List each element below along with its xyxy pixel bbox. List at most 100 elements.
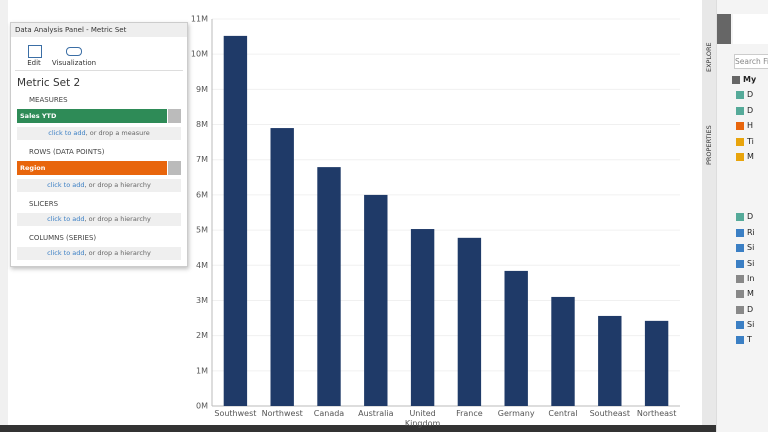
tree-item[interactable]: H [747,121,754,130]
bar [504,270,528,406]
y-tick-label: 6M [196,190,208,199]
tree-item[interactable]: M [747,152,754,161]
tree-item[interactable]: Si [747,320,755,329]
bar [223,35,248,407]
section-heading: COLUMNS (SERIES) [29,234,97,242]
bar [457,237,482,406]
bar [598,315,622,406]
x-tick-label: Australia [358,409,394,418]
hint: , or drop a measure [85,129,150,137]
gear-button[interactable] [168,109,181,123]
x-tick-label: Germany [497,409,535,418]
link[interactable]: click to add [47,249,85,257]
section-heading: MEASURES [29,96,68,104]
hint: , or drop a hierarchy [84,181,151,189]
tree-item[interactable]: Si [747,259,755,268]
drop-zone[interactable]: click to add, or drop a measure [17,127,181,140]
tree-icon[interactable] [736,213,744,221]
tree-item[interactable]: Ti [747,137,754,146]
bar [410,229,435,406]
link[interactable]: click to add [47,215,85,223]
x-tick-label: Northeast [636,409,677,418]
tree-icon[interactable] [736,290,744,298]
explorer-tab[interactable] [733,14,768,44]
side-tab-strip: EXPLORE PROPERTIES [702,0,716,432]
collapse-button[interactable] [717,14,731,44]
tree-item[interactable]: T [747,335,752,344]
side-tab[interactable]: EXPLORE [705,42,713,72]
tree-icon[interactable] [736,321,744,329]
tree-icon[interactable] [736,306,744,314]
link[interactable]: click to add [48,129,86,137]
tree-icon[interactable] [736,153,744,161]
y-tick-label: 1M [196,366,208,375]
tree-icon[interactable] [736,138,744,146]
x-tick-label: United Kingdom [404,409,441,428]
tree-item[interactable]: M [747,289,754,298]
tree-item[interactable]: In [747,274,755,283]
chart: 0M 1M 2M 3M 4M 5M 6M 7M 8M 9M 10M 11M [191,15,680,411]
y-tick-label: 4M [196,261,208,270]
y-tick-label: 10M [191,50,208,59]
edit-icon[interactable] [28,45,42,58]
section-heading: ROWS (DATA POINTS) [29,148,105,156]
search-box[interactable]: Search File [734,54,768,69]
analysis-panel: Data Analysis Panel - Metric Set Edit Vi… [10,22,188,267]
bar [551,296,575,406]
tree-item[interactable]: My [743,75,757,84]
tree-item[interactable]: Si [747,243,755,252]
y-tick-label: 8M [196,120,208,129]
tree-item[interactable]: D [747,212,754,221]
gear-button[interactable] [168,161,181,175]
tree-item[interactable]: Ri [747,228,755,237]
x-tick-label: Central [548,409,578,418]
row-item[interactable]: Region [17,161,167,175]
y-tick-label: 0M [196,402,208,411]
bar [364,194,388,406]
drop-zone[interactable]: click to add, or drop a hierarchy [17,213,181,226]
hint: , or drop a hierarchy [84,215,151,223]
y-tick-label: 9M [196,85,208,94]
visualization-icon[interactable] [66,47,82,56]
tree-icon[interactable] [732,76,740,84]
y-tick-label: 5M [196,226,208,235]
y-tick-label: 3M [196,296,208,305]
tree-icon[interactable] [736,229,744,237]
drop-zone[interactable]: click to add, or drop a hierarchy [17,247,181,260]
tree-icon[interactable] [736,336,744,344]
toolbar-button[interactable]: Visualization [51,59,97,67]
tree-item[interactable]: D [747,305,754,314]
x-tick-label: Northwest [261,409,303,418]
x-tick-label: Southeast [589,409,630,418]
hint: , or drop a hierarchy [84,249,151,257]
metric-set-name: Metric Set 2 [17,77,81,89]
x-tick-label: France [456,409,483,418]
tree-item[interactable]: D [747,90,754,99]
x-tick-label: Canada [313,409,345,418]
tree-icon[interactable] [736,91,744,99]
drop-zone[interactable]: click to add, or drop a hierarchy [17,179,181,192]
tree-icon[interactable] [736,107,744,115]
tree-icon[interactable] [736,275,744,283]
y-tick-label: 11M [191,15,208,24]
measure-item[interactable]: Sales YTD [17,109,167,123]
status-bar [0,425,716,432]
section-heading: SLICERS [29,200,59,208]
y-tick-label: 7M [196,155,208,164]
side-tab[interactable]: PROPERTIES [705,125,713,165]
panel-title: Data Analysis Panel - Metric Set [11,23,187,37]
tree-icon[interactable] [736,122,744,130]
bar [317,167,341,406]
tree-icon[interactable] [736,260,744,268]
tree-icon[interactable] [736,244,744,252]
left-edge [0,0,8,432]
y-tick-label: 2M [196,331,208,340]
x-tick-label: Southwest [214,409,257,418]
toolbar-button[interactable]: Edit [27,59,41,67]
link[interactable]: click to add [47,181,85,189]
bar [644,320,669,406]
divider [15,70,183,71]
tree-item[interactable]: D [747,106,754,115]
